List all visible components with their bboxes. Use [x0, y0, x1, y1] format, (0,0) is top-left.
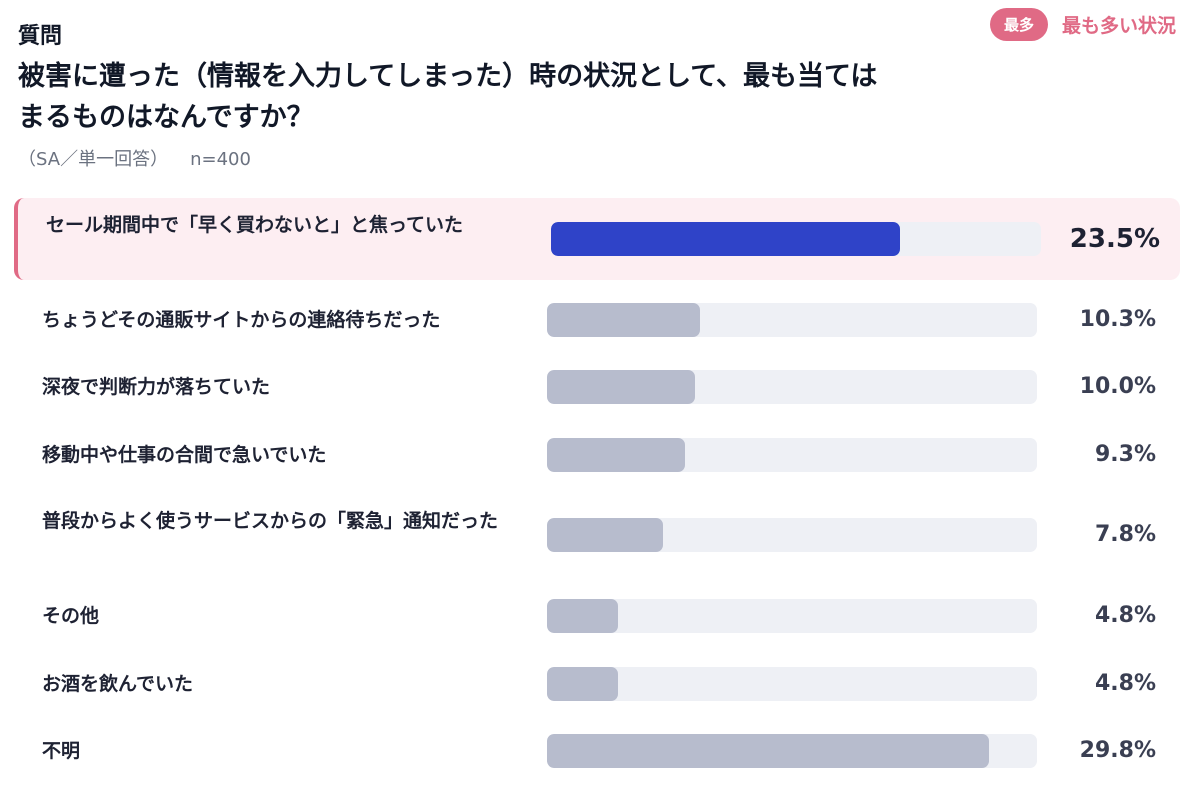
bar — [547, 438, 685, 472]
bar-row: セール期間中で「早く買わないと」と焦っていた 23.5% — [14, 198, 1180, 280]
bar-row: 移動中や仕事の合間で急いでいた 9.3% — [14, 424, 1176, 486]
question-text: 被害に遭った（情報を入力してしまった）時の状況として、最も当てはまるものはなんで… — [18, 61, 878, 133]
category-label: 普段からよく使うサービスからの「緊急」通知だった — [42, 510, 499, 532]
legend-text: 最も多い状況 — [1061, 15, 1176, 37]
bar — [547, 518, 663, 552]
category-label: お酒を飲んでいた — [42, 672, 194, 695]
bar-track — [547, 518, 1037, 552]
question-label: 質問 — [18, 24, 63, 49]
value-label: 29.8% — [1079, 738, 1156, 763]
bar-track — [547, 667, 1037, 701]
bar-row: お酒を飲んでいた 4.8% — [14, 653, 1176, 715]
category-label: ちょうどその通販サイトからの連絡待ちだった — [42, 308, 441, 331]
bar — [547, 303, 700, 337]
bar — [547, 734, 989, 768]
bar — [547, 599, 618, 633]
question-type: （SA／単一回答） — [18, 149, 169, 170]
sample-size: n=400 — [190, 149, 251, 170]
bar-row: 深夜で判断力が落ちていた 10.0% — [14, 356, 1176, 418]
bar-row: 不明 29.8% — [14, 720, 1176, 782]
legend: 最多 最も多い状況 — [989, 8, 1176, 41]
bar-row: 普段からよく使うサービスからの「緊急」通知だった 7.8% — [14, 495, 1176, 575]
bar-track — [547, 438, 1037, 472]
category-label: セール期間中で「早く買わないと」と焦っていた — [46, 214, 464, 236]
value-label: 23.5% — [1069, 224, 1160, 254]
question-meta: （SA／単一回答） n=400 — [18, 145, 251, 171]
bar-track — [551, 222, 1041, 256]
value-label: 9.3% — [1094, 442, 1156, 467]
most-badge: 最多 — [989, 8, 1048, 41]
value-label: 10.0% — [1079, 374, 1156, 399]
category-label: 深夜で判断力が落ちていた — [42, 375, 271, 398]
category-label: 移動中や仕事の合間で急いでいた — [42, 443, 327, 466]
bar-track — [547, 370, 1037, 404]
bar — [547, 667, 618, 701]
bar-track — [547, 599, 1037, 633]
bar — [551, 222, 900, 256]
bar-row: ちょうどその通販サイトからの連絡待ちだった 10.3% — [14, 289, 1176, 351]
value-label: 4.8% — [1094, 603, 1156, 628]
bar — [547, 370, 695, 404]
value-label: 7.8% — [1094, 522, 1156, 547]
bar-row: その他 4.8% — [14, 585, 1176, 647]
category-label: 不明 — [42, 739, 81, 762]
category-label: その他 — [42, 604, 100, 627]
bar-track — [547, 734, 1037, 768]
value-label: 4.8% — [1094, 671, 1156, 696]
value-label: 10.3% — [1079, 307, 1156, 332]
bar-track — [547, 303, 1037, 337]
